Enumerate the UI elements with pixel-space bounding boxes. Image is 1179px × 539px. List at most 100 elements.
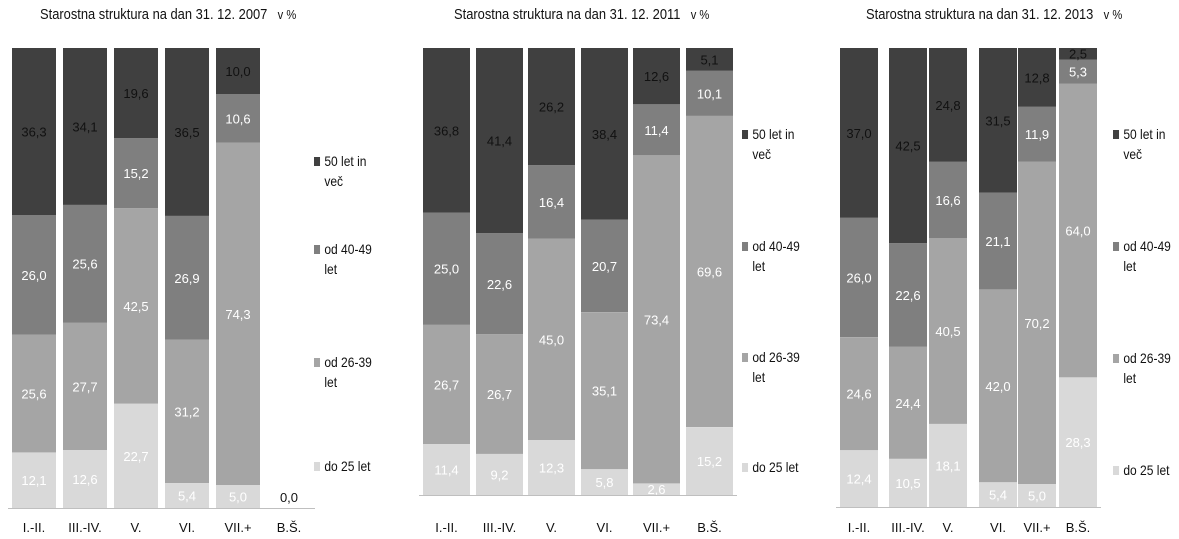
bar-segment	[840, 450, 878, 507]
data-label: 9,2	[490, 467, 508, 482]
data-label: 73,4	[644, 312, 669, 327]
bar-segment	[633, 155, 680, 484]
stacked-bar-plot-2013: 12,4 24,6 26,0 37,0 I.-II. 10,5 24,4 22,6 42,5 II…	[836, 47, 1101, 535]
legend-swatch	[742, 463, 749, 472]
data-label: 24,4	[895, 396, 920, 411]
bar-segment	[12, 334, 56, 453]
bar-segment	[12, 452, 56, 508]
bar-segment	[114, 208, 158, 404]
data-label: 36,8	[434, 123, 459, 138]
chart-title-text: Starostna struktura na dan 31. 12. 2011	[454, 6, 681, 23]
bar-segment	[476, 48, 523, 234]
legend-label: od 26-39 let	[324, 354, 372, 390]
data-label: 5,0	[229, 490, 247, 505]
bar-segment	[63, 48, 107, 205]
data-label: 42,5	[895, 139, 920, 154]
data-label: 2,6	[647, 482, 665, 497]
data-label: 26,7	[434, 377, 459, 392]
data-label: 15,2	[697, 454, 722, 469]
bar-segment	[165, 339, 209, 484]
bar-segment	[686, 427, 733, 495]
data-label: 26,2	[539, 100, 564, 115]
data-label: 25,6	[21, 387, 46, 402]
bar-segment	[114, 138, 158, 209]
bar-segment	[12, 48, 56, 215]
bar-segment	[63, 450, 107, 508]
bar-segment	[423, 444, 470, 495]
unit-label: v %	[277, 7, 297, 22]
bar-segment	[929, 238, 967, 424]
bar-segment	[686, 48, 733, 71]
bar-segment	[1059, 83, 1097, 378]
data-label: 36,5	[174, 125, 199, 140]
category-tick-label: VII.+	[224, 520, 251, 535]
chart-panel-2011: Starostna struktura na dan 31. 12. 2011 v…	[390, 0, 790, 539]
bar-segment	[216, 94, 260, 143]
bar-segment	[889, 458, 927, 507]
bar-segment	[1018, 106, 1056, 162]
bar-segment	[840, 217, 878, 338]
category-tick-label: III.-IV.	[68, 520, 101, 535]
bar-segment	[581, 219, 628, 313]
bar-segment	[840, 48, 878, 218]
legend-label: 50 let in več	[752, 126, 795, 162]
data-label: 2,5	[1069, 47, 1087, 62]
bar-segment	[581, 48, 628, 220]
data-label: 35,1	[592, 384, 617, 399]
chart-panel-2013: Starostna struktura na dan 31. 12. 2013 v…	[790, 0, 1179, 539]
category-tick-label: III.-IV.	[483, 520, 516, 535]
bar-segment	[165, 48, 209, 216]
legend-swatch	[314, 245, 321, 254]
data-label: 5,0	[1028, 489, 1046, 504]
legend-swatch	[742, 242, 749, 251]
bar-segment	[63, 322, 107, 450]
data-label: 31,2	[174, 404, 199, 419]
data-label: 38,4	[592, 127, 617, 142]
legend-label: od 40-49 let	[752, 238, 800, 274]
chart-title-text: Starostna struktura na dan 31. 12. 2007	[40, 6, 268, 23]
data-label: 10,5	[895, 476, 920, 491]
category-tick-label: VII.+	[1023, 520, 1050, 535]
data-label: 5,1	[700, 52, 718, 67]
data-label: 12,6	[644, 69, 669, 84]
bar-segment	[929, 161, 967, 238]
bar-segment	[12, 215, 56, 335]
data-label: 22,6	[487, 277, 512, 292]
bar-segment	[979, 289, 1017, 483]
bar-segment	[633, 483, 680, 495]
legend-swatch	[742, 353, 749, 362]
bar-segment	[929, 423, 967, 507]
bar-segment	[889, 48, 927, 244]
data-label: 11,4	[644, 123, 668, 138]
bar-segment	[1018, 161, 1056, 484]
data-label: 26,9	[174, 271, 199, 286]
stacked-bar-plot-2011: 11,4 26,7 25,0 36,8 I.-II. 9,2 26,7 22,6 41,4 III…	[419, 48, 737, 535]
bar-segment	[528, 48, 575, 166]
stacked-bar-plot-2007: 12,1 25,6 26,0 36,3 I.-II. 12,6 27,7 25,6 34,1 II…	[8, 48, 315, 535]
legend-label: od 40-49 let	[324, 241, 372, 277]
bar-segment	[979, 48, 1017, 193]
bar-segment	[216, 48, 260, 94]
category-tick-label: VI.	[179, 520, 195, 535]
category-tick-label: V.	[546, 520, 557, 535]
data-label: 31,5	[985, 113, 1010, 128]
legend-label: do 25 let	[752, 459, 799, 475]
category-tick-label: V.	[130, 520, 141, 535]
data-label: 36,3	[21, 125, 46, 140]
data-label: 25,0	[434, 262, 459, 277]
chart-title: Starostna struktura na dan 31. 12. 2007 v…	[40, 6, 296, 23]
unit-label: v %	[1103, 7, 1123, 22]
bar-segment	[581, 312, 628, 470]
legend-swatch	[742, 130, 749, 139]
data-label: 64,0	[1065, 224, 1090, 239]
data-label: 26,0	[846, 271, 871, 286]
bar-segment	[423, 324, 470, 444]
data-label: 5,3	[1069, 65, 1087, 80]
bar-segment	[216, 485, 260, 508]
data-label: 69,6	[697, 265, 722, 280]
bar-segment	[686, 115, 733, 428]
bar-segment	[840, 337, 878, 451]
bar-segment	[476, 334, 523, 454]
data-label: 18,1	[935, 459, 960, 474]
bar-segment	[581, 469, 628, 495]
